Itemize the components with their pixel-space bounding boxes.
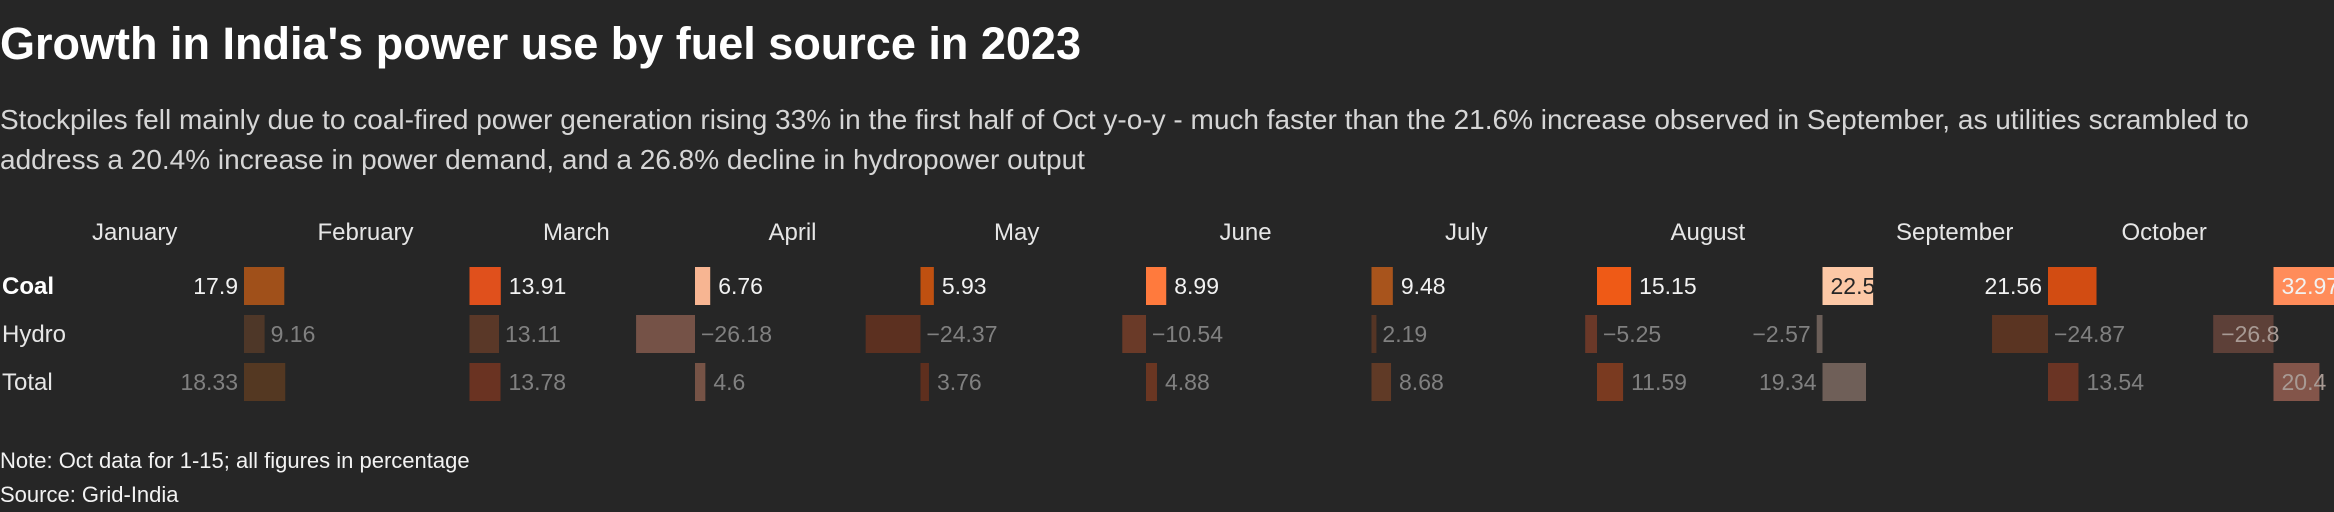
chart-subtitle: Stockpiles fell mainly due to coal-fired… bbox=[0, 100, 2330, 180]
bar-hydro-august bbox=[1817, 315, 1823, 353]
bar-coal-july bbox=[1597, 267, 1631, 305]
bar-coal-june bbox=[1372, 267, 1393, 305]
bar-total-august bbox=[1823, 363, 1867, 401]
bar-hydro-may bbox=[1122, 315, 1146, 353]
bar-hydro-february bbox=[470, 315, 499, 353]
bar-coal-february bbox=[470, 267, 501, 305]
bar-total-june bbox=[1372, 363, 1392, 401]
value-label-total-june: 8.68 bbox=[1399, 369, 1444, 395]
month-header-march: March bbox=[543, 219, 610, 246]
value-label-hydro-march: −26.18 bbox=[701, 321, 772, 347]
month-header-february: February bbox=[318, 219, 414, 246]
value-label-total-july: 11.59 bbox=[1631, 369, 1687, 395]
bar-hydro-january bbox=[244, 315, 265, 353]
value-label-total-january: 18.33 bbox=[180, 369, 238, 395]
small-multiples-bar-chart: Coal Hydro Total January February March April M… bbox=[0, 210, 2334, 410]
bar-coal-january bbox=[244, 267, 284, 305]
bar-hydro-march bbox=[636, 315, 695, 353]
value-label-coal-march: 6.76 bbox=[718, 273, 763, 299]
value-label-coal-february: 13.91 bbox=[509, 273, 567, 299]
value-label-total-may: 4.88 bbox=[1165, 369, 1210, 395]
value-label-coal-july: 15.15 bbox=[1639, 273, 1697, 299]
bar-hydro-september bbox=[1992, 315, 2048, 353]
month-header-september: September bbox=[1896, 219, 2013, 246]
bar-coal-march bbox=[695, 267, 710, 305]
bar-total-march bbox=[695, 363, 705, 401]
bar-coal-april bbox=[921, 267, 934, 305]
chart-note: Note: Oct data for 1-15; all figures in … bbox=[0, 444, 470, 478]
value-label-hydro-september: −24.87 bbox=[2054, 321, 2125, 347]
month-header-may: May bbox=[994, 219, 1039, 246]
bar-total-july bbox=[1597, 363, 1623, 401]
value-label-coal-june: 9.48 bbox=[1401, 273, 1446, 299]
value-label-coal-january: 17.9 bbox=[193, 273, 238, 299]
value-label-total-february: 13.78 bbox=[509, 369, 567, 395]
bar-hydro-june bbox=[1372, 315, 1377, 353]
chart-title: Growth in India's power use by fuel sour… bbox=[0, 18, 1081, 70]
bar-total-september bbox=[2048, 363, 2078, 401]
bar-coal-may bbox=[1146, 267, 1166, 305]
value-label-hydro-may: −10.54 bbox=[1152, 321, 1223, 347]
value-label-coal-september: 21.56 bbox=[1984, 273, 2042, 299]
series-label-hydro: Hydro bbox=[2, 321, 66, 348]
bar-hydro-april bbox=[866, 315, 921, 353]
bar-coal-september bbox=[2048, 267, 2097, 305]
value-label-total-september: 13.54 bbox=[2086, 369, 2144, 395]
value-label-coal-october: 32.97 bbox=[2282, 273, 2334, 299]
value-label-coal-august: 22.5 bbox=[1831, 273, 1876, 299]
series-label-coal: Coal bbox=[2, 273, 54, 300]
month-header-october: October bbox=[2122, 219, 2207, 246]
value-label-coal-april: 5.93 bbox=[942, 273, 987, 299]
value-label-hydro-february: 13.11 bbox=[505, 321, 561, 347]
month-header-january: January bbox=[92, 219, 177, 246]
bar-total-january bbox=[244, 363, 285, 401]
bar-total-may bbox=[1146, 363, 1157, 401]
value-label-hydro-october: −26.8 bbox=[2221, 321, 2279, 347]
value-label-total-march: 4.6 bbox=[713, 369, 745, 395]
value-label-hydro-january: 9.16 bbox=[271, 321, 316, 347]
series-label-total: Total bbox=[2, 369, 53, 396]
value-label-hydro-june: 2.19 bbox=[1382, 321, 1427, 347]
bar-total-april bbox=[921, 363, 929, 401]
value-label-total-august: 19.34 bbox=[1759, 369, 1817, 395]
month-header-august: August bbox=[1671, 219, 1746, 246]
value-label-hydro-april: −24.37 bbox=[927, 321, 998, 347]
footnote-block: Note: Oct data for 1-15; all figures in … bbox=[0, 444, 470, 512]
value-label-total-april: 3.76 bbox=[937, 369, 982, 395]
value-label-total-october: 20.4 bbox=[2282, 369, 2327, 395]
value-label-hydro-july: −5.25 bbox=[1603, 321, 1661, 347]
chart-source: Source: Grid-India bbox=[0, 478, 470, 512]
month-header-july: July bbox=[1445, 219, 1488, 246]
bar-hydro-july bbox=[1585, 315, 1597, 353]
month-header-june: June bbox=[1220, 219, 1272, 246]
value-label-coal-may: 8.99 bbox=[1174, 273, 1219, 299]
value-label-hydro-august: −2.57 bbox=[1753, 321, 1811, 347]
month-header-april: April bbox=[769, 219, 817, 246]
bar-total-february bbox=[470, 363, 501, 401]
